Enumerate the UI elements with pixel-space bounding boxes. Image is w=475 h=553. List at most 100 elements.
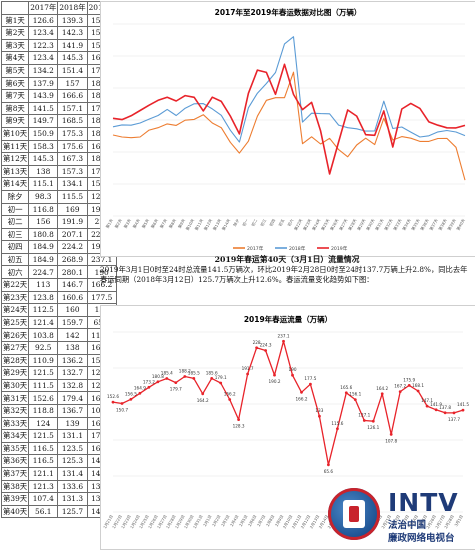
table-cell: 134.1 <box>57 177 88 191</box>
data-label: 190.2 <box>269 379 281 384</box>
table-cell: 98.3 <box>28 189 59 204</box>
legend-label: 2019年 <box>331 245 348 252</box>
x-tick-label: 除夕 <box>232 218 240 227</box>
x-tick-label: 2月6日 <box>247 514 258 527</box>
table-row-label: 第39天 <box>0 492 30 506</box>
table-cell: 138 <box>28 164 59 179</box>
table-cell: 131.1 <box>57 429 88 443</box>
table-cell: 123.5 <box>57 441 88 456</box>
data-label: 115.6 <box>331 421 343 426</box>
table-row-label: 第28天 <box>0 353 30 368</box>
table-row-label: 第4天 <box>0 51 30 65</box>
comparison-chart-x-ticks: 第1天 第2天 第3天 第4天 第5天 第6天 第7天 第8天 第9天第10天第11天第12天第… <box>105 218 466 231</box>
table-cell: 149.7 <box>28 114 59 128</box>
table-row-label: 第32天 <box>0 404 30 418</box>
x-tick-label: 第1天 <box>105 218 114 229</box>
data-label: 185.5 <box>188 370 200 375</box>
flow-chart-grid <box>113 331 463 513</box>
table-cell: 191.9 <box>57 215 88 229</box>
table-cell: 175.3 <box>57 126 88 141</box>
data-label: 164.2 <box>197 398 209 403</box>
table-row-label: 第27天 <box>0 341 30 355</box>
table-row-label: 第25天 <box>0 315 30 330</box>
table-cell: 131.3 <box>57 492 88 506</box>
comparison-chart-grid <box>113 23 465 217</box>
data-point <box>219 381 223 385</box>
x-tick-label: 2月3日 <box>220 514 231 527</box>
x-tick-label: 1月26日 <box>147 514 159 530</box>
data-point <box>344 391 348 395</box>
logo-subtitle-2: 廉政网络电视台 <box>388 533 455 544</box>
x-tick-label: 2月24日 <box>407 514 419 530</box>
data-label: 190 <box>289 367 297 372</box>
table-cell: 160.6 <box>57 290 88 305</box>
table-cell: 142 <box>57 328 88 343</box>
data-point <box>425 404 429 408</box>
x-tick-label: 第14天 <box>221 218 232 231</box>
table-cell: 180.8 <box>28 227 59 242</box>
table-cell: 121.5 <box>28 366 59 380</box>
data-point <box>309 382 312 386</box>
data-point <box>416 389 420 393</box>
table-cell: 152.6 <box>28 391 59 405</box>
x-tick-label: 2月23日 <box>398 514 410 530</box>
table-cell: 132.7 <box>57 366 88 380</box>
table-header-cell <box>0 1 30 15</box>
data-label: 141.5 <box>457 402 469 407</box>
data-label: 188.2 <box>179 369 191 374</box>
data-point <box>111 400 115 404</box>
x-tick-label: 1月25日 <box>138 514 150 530</box>
table-cell: 111.5 <box>28 378 59 393</box>
data-label: 147.1 <box>421 398 433 403</box>
table-cell: 122.3 <box>28 38 59 53</box>
table-row-label: 初五 <box>0 252 30 267</box>
table-row-label: 初二 <box>0 215 30 229</box>
x-tick-label: 第24天 <box>311 218 322 231</box>
data-label: 127.1 <box>358 413 370 418</box>
data-point <box>237 418 241 421</box>
table-cell: 136.2 <box>57 353 88 368</box>
x-tick-label: 第31天 <box>374 218 385 231</box>
table-header-cell: 2018年 <box>57 1 88 15</box>
table-cell: 56.1 <box>28 504 59 519</box>
table-row-label: 第38天 <box>0 479 30 494</box>
x-tick-label: 第2天 <box>114 218 123 229</box>
data-point <box>300 390 303 394</box>
data-label: 165.6 <box>340 385 352 390</box>
table-cell: 145.3 <box>28 152 59 166</box>
table-cell: 268.9 <box>57 252 88 267</box>
data-point <box>362 419 366 422</box>
data-label: 228 <box>253 340 261 345</box>
data-point <box>318 414 321 418</box>
table-row-label: 第30天 <box>0 378 30 393</box>
table-row-label: 第23天 <box>0 290 30 305</box>
table-row-label: 第35天 <box>0 441 30 456</box>
data-point <box>192 377 196 380</box>
table-cell: 121.1 <box>28 466 59 481</box>
x-tick-label: 初六 <box>286 218 294 227</box>
data-point <box>389 433 393 436</box>
comparison-chart-legend: 2017年 2018年 2019年 <box>233 245 348 252</box>
intv-logo: INTV 法治中国 廉政网络电视台 <box>328 486 473 548</box>
table-row-label: 第11天 <box>0 139 30 154</box>
table-row-label: 第33天 <box>0 416 30 431</box>
x-tick-label: 2月14日 <box>317 514 329 530</box>
x-tick-label: 2月7日 <box>256 514 267 527</box>
data-label: 107.8 <box>385 438 397 443</box>
table-cell: 160 <box>57 303 88 317</box>
x-tick-label: 初五 <box>277 218 285 227</box>
table-cell: 157.3 <box>57 164 88 179</box>
x-tick-label: 2月12日 <box>300 514 312 530</box>
table-cell: 184.9 <box>28 240 59 254</box>
table-row-label: 第37天 <box>0 466 30 481</box>
table-row-label: 第7天 <box>0 89 30 103</box>
table-row-label: 第8天 <box>0 101 30 116</box>
table-cell: 121.5 <box>28 429 59 443</box>
table-row-label: 除夕 <box>0 189 30 204</box>
data-point <box>282 339 285 343</box>
table-cell: 118.8 <box>28 404 59 418</box>
x-tick-label: 2月9日 <box>274 514 285 527</box>
x-tick-label: 第13天 <box>212 218 223 231</box>
table-cell: 141.5 <box>28 101 59 116</box>
